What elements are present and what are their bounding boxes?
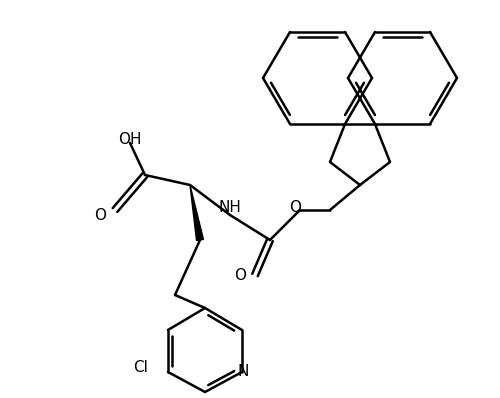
Text: O: O <box>94 207 106 222</box>
Text: O: O <box>234 267 246 283</box>
Polygon shape <box>190 185 203 241</box>
Text: Cl: Cl <box>133 361 148 375</box>
Text: O: O <box>289 199 301 215</box>
Text: N: N <box>238 365 248 380</box>
Text: OH: OH <box>118 133 142 148</box>
Text: NH: NH <box>218 201 242 215</box>
